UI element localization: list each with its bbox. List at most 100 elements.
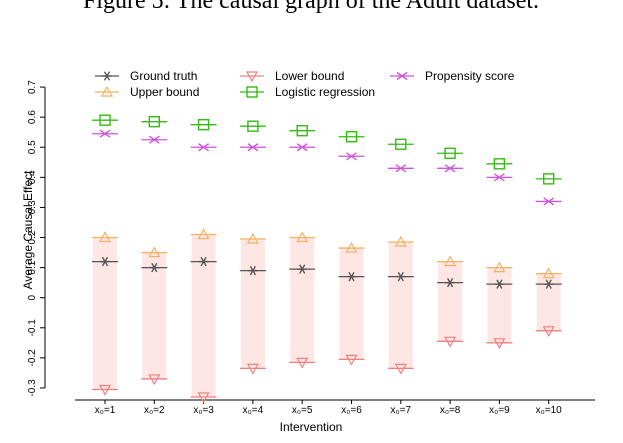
marker <box>543 197 555 206</box>
point <box>535 326 562 338</box>
marker <box>151 262 158 273</box>
legend-label: Ground truth <box>130 69 197 83</box>
marker <box>395 164 407 173</box>
x-axis-label: Intervention <box>280 420 343 434</box>
marker <box>148 374 161 386</box>
x-tick-label: x₀=3 <box>193 405 214 416</box>
marker <box>394 363 407 375</box>
point <box>338 152 365 161</box>
point <box>239 265 266 276</box>
marker <box>296 125 308 137</box>
point <box>387 271 414 282</box>
bound-band <box>536 273 561 331</box>
marker <box>446 277 454 288</box>
x-tick-label: x₀=2 <box>144 405 165 416</box>
point <box>239 232 266 244</box>
marker <box>496 279 503 289</box>
point <box>92 114 118 126</box>
point <box>239 120 266 132</box>
marker <box>99 129 111 138</box>
marker <box>98 384 112 396</box>
y-tick-label: 0 <box>27 294 38 300</box>
point <box>338 131 365 143</box>
point <box>289 231 316 243</box>
y-tick-label: 0.4 <box>27 170 38 184</box>
marker <box>345 131 358 143</box>
x-tick-label: x₀=9 <box>489 405 510 416</box>
marker <box>296 143 308 152</box>
point <box>486 261 513 273</box>
point <box>387 363 414 375</box>
point <box>535 197 562 206</box>
marker <box>246 232 259 244</box>
point <box>239 363 266 375</box>
marker <box>246 363 259 375</box>
point <box>486 173 513 182</box>
marker <box>200 256 207 267</box>
legend-label: Upper bound <box>130 85 199 99</box>
point <box>437 277 464 288</box>
y-tick-label: -0.1 <box>27 319 38 337</box>
point <box>486 338 513 350</box>
x-tick-label: x₀=10 <box>536 405 563 416</box>
marker <box>247 120 259 132</box>
point <box>92 231 118 243</box>
y-axis-label: Average Causal Effect <box>21 170 35 290</box>
marker <box>444 147 456 159</box>
point <box>141 262 168 273</box>
marker <box>493 338 506 350</box>
point <box>190 392 217 404</box>
caption: Figure 5: The causal graph of the Adult … <box>83 0 539 14</box>
marker <box>394 235 407 247</box>
legend-marker <box>102 71 112 81</box>
marker <box>98 231 112 243</box>
point <box>190 118 217 131</box>
point <box>338 354 365 366</box>
marker <box>397 271 404 282</box>
marker <box>345 354 358 366</box>
marker <box>296 357 309 369</box>
legend-marker <box>100 85 114 97</box>
y-tick-label: 0.6 <box>27 110 38 124</box>
point <box>141 135 168 144</box>
marker <box>543 173 555 185</box>
point <box>92 256 118 267</box>
marker <box>101 256 109 267</box>
marker <box>493 158 506 170</box>
marker <box>245 71 259 83</box>
point <box>338 241 365 253</box>
y-tick-label: -0.2 <box>27 349 38 367</box>
marker <box>444 336 457 348</box>
marker <box>148 115 161 128</box>
marker <box>395 138 407 150</box>
point <box>437 336 464 348</box>
marker <box>493 261 506 273</box>
legend-marker <box>396 71 408 81</box>
point <box>387 235 414 247</box>
marker <box>444 255 457 267</box>
legend-label: Propensity score <box>425 69 515 83</box>
y-tick-label: 0.3 <box>27 200 38 214</box>
marker <box>346 152 357 161</box>
marker <box>444 164 456 173</box>
y-tick-label: -0.3 <box>27 379 38 397</box>
point <box>437 255 464 267</box>
point <box>437 164 464 173</box>
marker <box>348 271 355 282</box>
point <box>92 384 118 396</box>
y-tick-label: 0.1 <box>27 260 38 274</box>
x-tick-label: x₀=1 <box>95 405 116 416</box>
point <box>239 143 266 152</box>
marker <box>249 265 257 276</box>
point <box>289 264 316 274</box>
point <box>486 158 513 170</box>
marker <box>396 71 408 81</box>
bound-band <box>339 248 364 360</box>
marker <box>345 241 358 253</box>
bound-band <box>240 239 265 369</box>
legend-marker <box>245 71 259 83</box>
point <box>338 271 365 282</box>
bound-band <box>388 242 413 369</box>
point <box>535 279 562 289</box>
y-tick-label: 0.5 <box>27 140 38 154</box>
